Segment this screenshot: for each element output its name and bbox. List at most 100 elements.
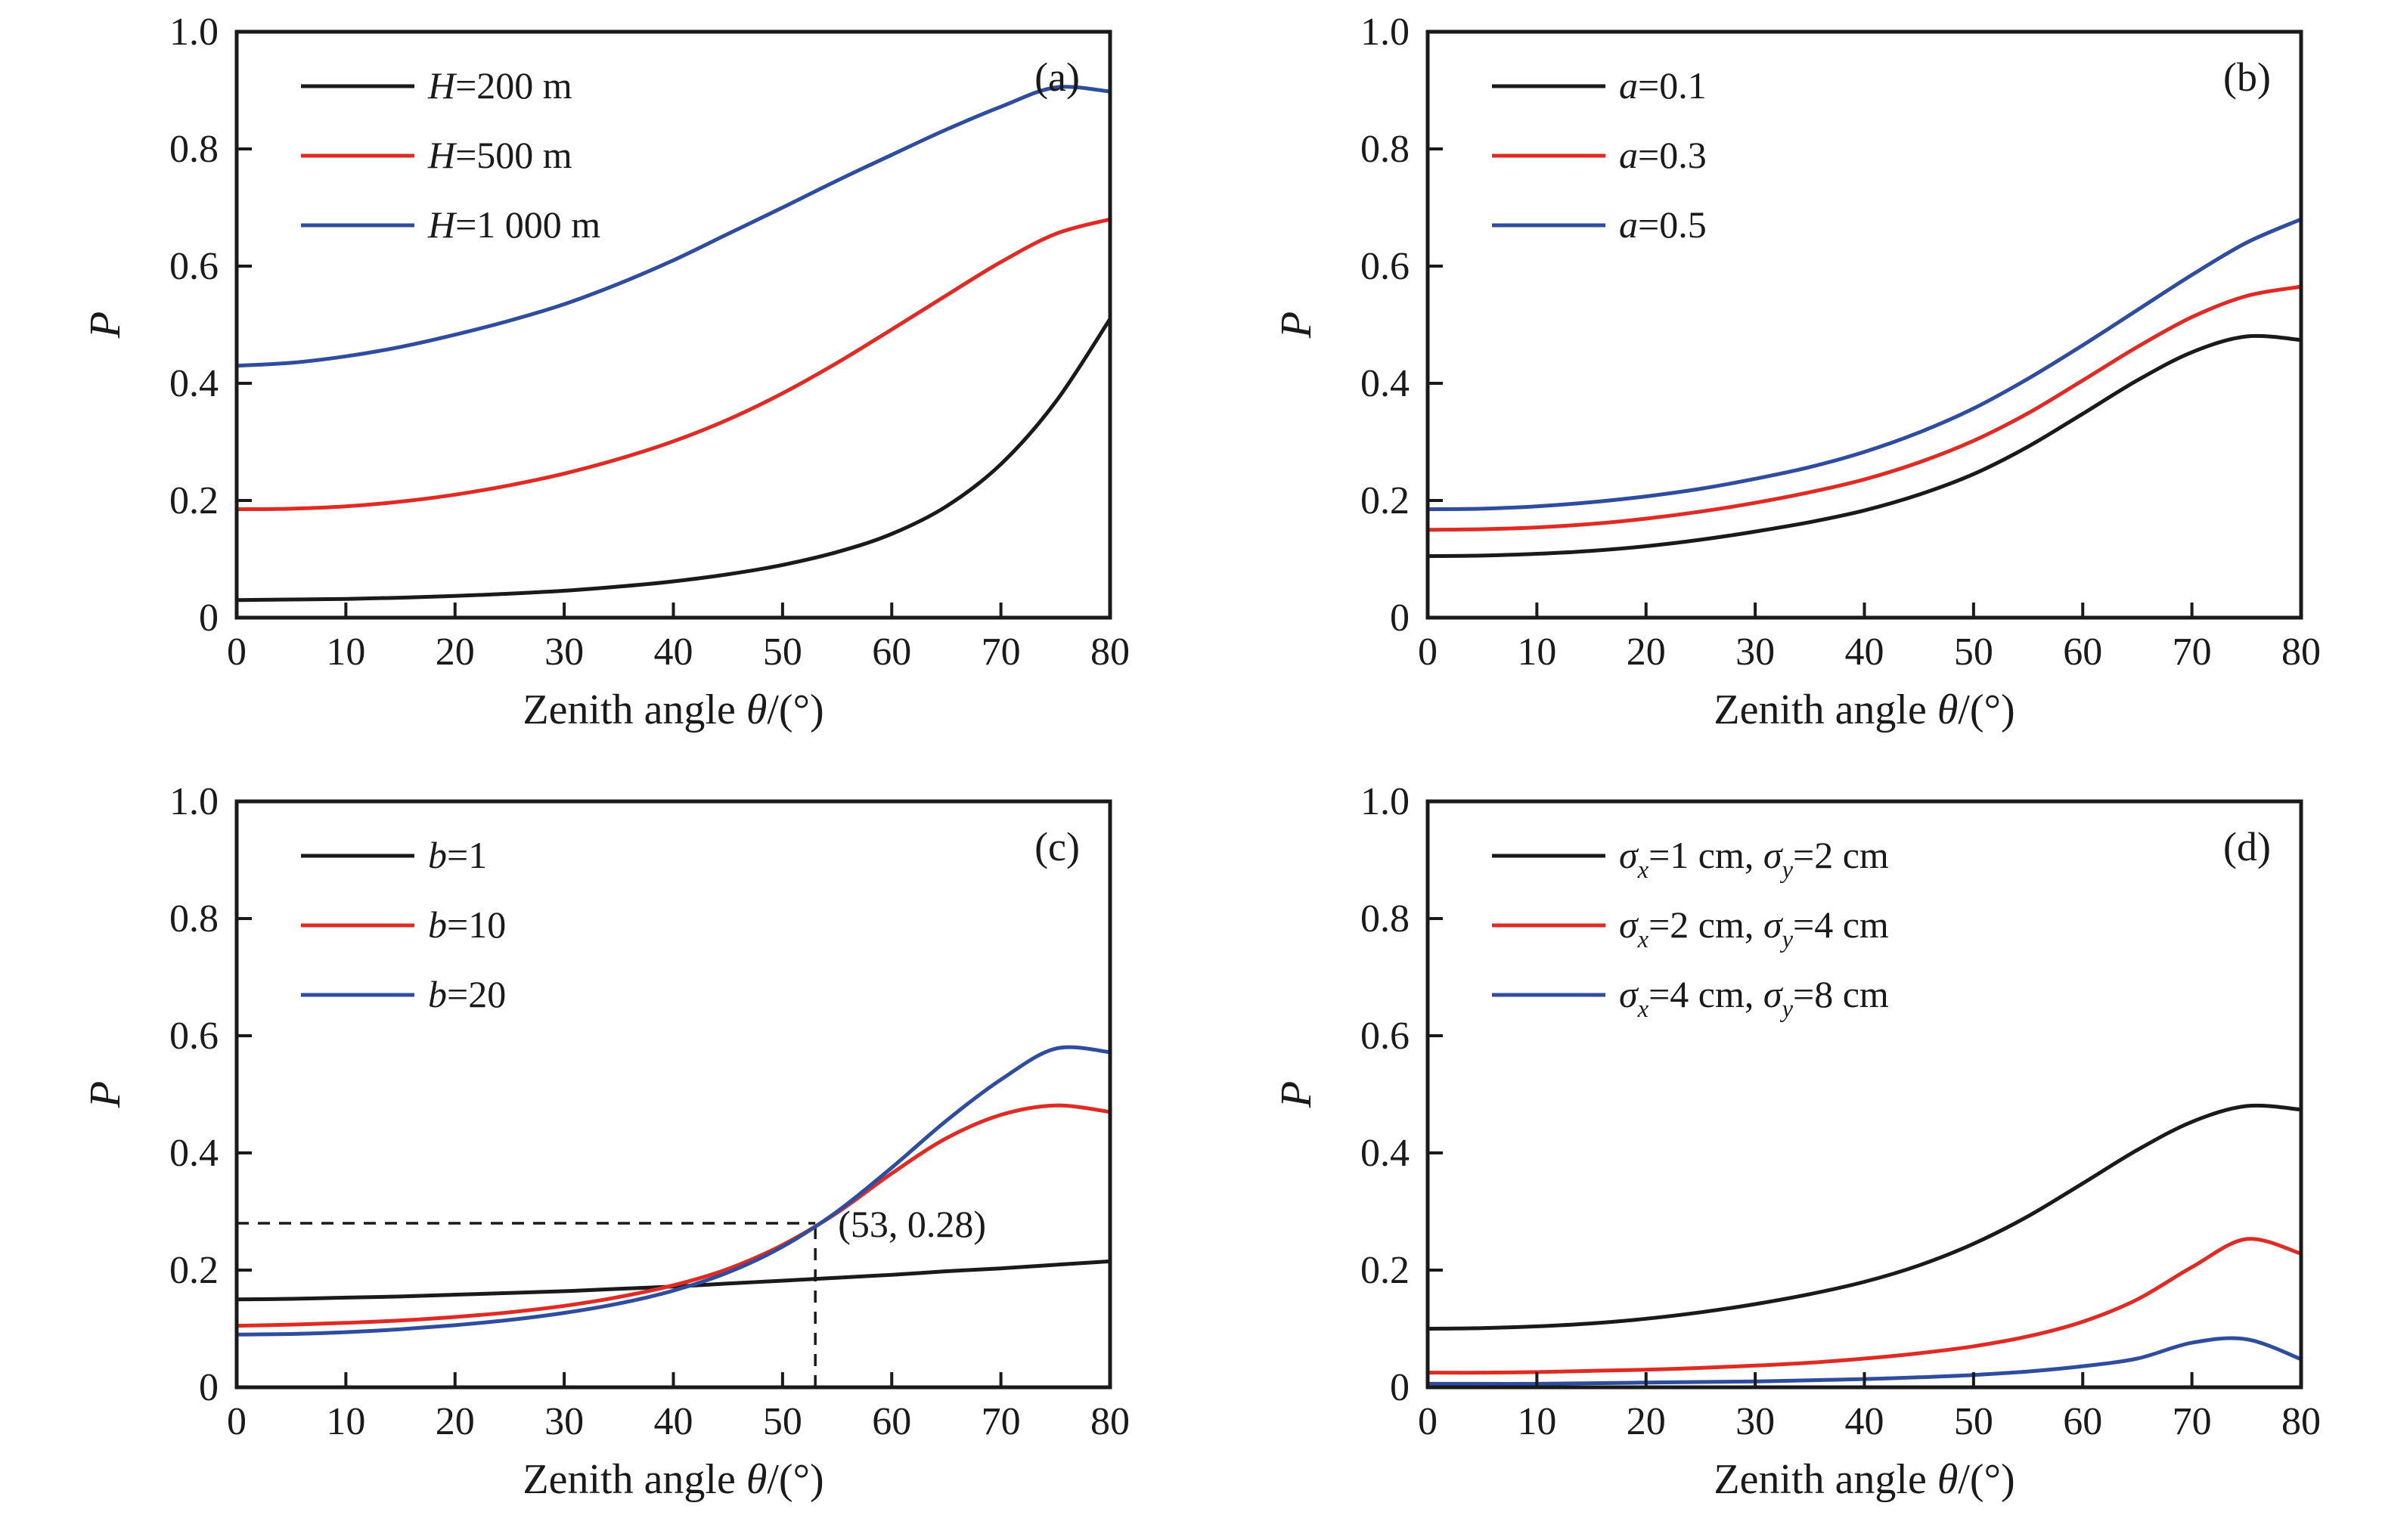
y-tick-label: 0.8 [169, 897, 219, 940]
y-tick-label: 0.2 [169, 479, 219, 522]
x-tick-label: 60 [2063, 631, 2102, 674]
y-tick-label: 1.0 [1360, 11, 1410, 54]
legend-label: H=1 000 m [427, 203, 600, 246]
x-tick-label: 10 [1517, 1400, 1556, 1443]
panel-label: (d) [2223, 824, 2271, 869]
series-line-d-1 [1425, 1237, 2303, 1375]
chart-d: 0 10 20 30 40 50 60 70 80 0 0.2 0.4 0.6 0.8 1.0 Zenith … [1271, 780, 2321, 1503]
x-tick-label: 70 [2172, 1400, 2211, 1443]
axis-title-y: P [80, 1081, 129, 1108]
x-tick-label: 40 [1844, 1400, 1884, 1443]
plot-box [1425, 799, 2303, 1390]
y-tick-label: 0 [199, 596, 219, 640]
x-tick-label: 30 [544, 631, 584, 674]
x-tick-label: 0 [227, 631, 247, 674]
x-tick-label: 0 [227, 1400, 247, 1443]
y-tick-label: 0.2 [1360, 479, 1410, 522]
legend-label: σx=2 cm, σy=4 cm [1619, 903, 1889, 953]
x-tick-label: 60 [872, 1400, 911, 1443]
chart-c: 0 10 20 30 40 50 60 70 80 0 0.2 0.4 0.6 0.8 1.0 Zenith … [80, 780, 1130, 1503]
legend-label: H=200 m [427, 64, 572, 107]
x-tick-label: 20 [1626, 631, 1665, 674]
x-tick-label: 10 [1517, 631, 1556, 674]
x-tick-label: 70 [981, 1400, 1020, 1443]
series-line-b-2 [1425, 217, 2303, 511]
y-tick-label: 0.4 [169, 1132, 219, 1175]
series-line-c-2 [234, 1045, 1112, 1337]
x-tick-label: 0 [1418, 1400, 1438, 1443]
series-line-b-1 [1425, 284, 2303, 532]
axis-title-x: Zenith angle θ/(°) [523, 1456, 823, 1503]
axis-title-x: Zenith angle θ/(°) [523, 686, 823, 733]
x-tick-label: 70 [2172, 631, 2211, 674]
y-tick-label: 1.0 [1360, 780, 1410, 823]
panel-d: 0 10 20 30 40 50 60 70 80 0 0.2 0.4 0.6 0.8 1.0 Zenith … [1191, 770, 2382, 1540]
y-tick-label: 0.8 [169, 128, 219, 171]
x-tick-label: 80 [1090, 1400, 1130, 1443]
y-tick-label: 0.2 [1360, 1249, 1410, 1292]
plot-box [1425, 29, 2303, 620]
series-line-a-1 [234, 217, 1112, 511]
y-tick-label: 0.6 [1360, 1015, 1410, 1058]
series-line-b-0 [1425, 333, 2303, 558]
panel-label: (c) [1034, 824, 1080, 869]
y-tick-label: 0.6 [169, 1015, 219, 1058]
legend-label: a=0.3 [1619, 134, 1707, 176]
y-tick-label: 0.2 [169, 1249, 219, 1292]
y-tick-label: 1.0 [169, 780, 219, 823]
x-tick-label: 60 [872, 631, 911, 674]
y-tick-label: 0 [1390, 1366, 1410, 1409]
y-tick-label: 0.4 [1360, 362, 1410, 405]
y-tick-label: 0.6 [1360, 245, 1410, 288]
x-tick-label: 20 [1626, 1400, 1665, 1443]
legend-label: H=500 m [427, 134, 572, 176]
x-tick-label: 50 [762, 631, 802, 674]
legend-label: a=0.5 [1619, 203, 1707, 246]
legend-label: b=1 [428, 834, 487, 876]
series-line-c-1 [234, 1103, 1112, 1328]
series-line-a-0 [234, 317, 1112, 603]
axis-title-y: P [80, 311, 129, 339]
x-tick-label: 40 [653, 1400, 693, 1443]
x-tick-label: 50 [762, 1400, 802, 1443]
x-tick-label: 30 [1735, 1400, 1775, 1443]
x-tick-label: 30 [1735, 631, 1775, 674]
series-line-a-2 [234, 85, 1112, 368]
panel-label: (b) [2223, 54, 2271, 100]
y-tick-label: 0.6 [169, 245, 219, 288]
y-tick-label: 0.4 [1360, 1132, 1410, 1175]
axis-title-x: Zenith angle θ/(°) [1714, 1456, 2014, 1503]
x-tick-label: 50 [1953, 631, 1993, 674]
panel-b: 0 10 20 30 40 50 60 70 80 0 0.2 0.4 0.6 0.8 1.0 Zenith … [1191, 0, 2382, 770]
y-tick-label: 0.8 [1360, 128, 1410, 171]
x-tick-label: 80 [2281, 631, 2321, 674]
y-tick-label: 0 [199, 1366, 219, 1409]
y-tick-label: 0.8 [1360, 897, 1410, 940]
x-tick-label: 40 [653, 631, 693, 674]
y-tick-label: 0 [1390, 596, 1410, 640]
y-tick-label: 1.0 [169, 11, 219, 54]
x-tick-label: 70 [981, 631, 1020, 674]
x-tick-label: 40 [1844, 631, 1884, 674]
x-tick-label: 50 [1953, 1400, 1993, 1443]
panel-label: (a) [1034, 54, 1080, 100]
series-line-c-0 [234, 1260, 1112, 1302]
annotation-label: (53, 0.28) [838, 1203, 986, 1245]
legend-label: σx=4 cm, σy=8 cm [1619, 973, 1889, 1023]
legend-label: b=20 [428, 973, 506, 1015]
axis-title-x: Zenith angle θ/(°) [1714, 686, 2014, 733]
panel-a: 0 10 20 30 40 50 60 70 80 0 0.2 0.4 0.6 0.8 1.0 Zenith … [0, 0, 1191, 770]
chart-a: 0 10 20 30 40 50 60 70 80 0 0.2 0.4 0.6 0.8 1.0 Zenith … [80, 11, 1130, 733]
chart-b: 0 10 20 30 40 50 60 70 80 0 0.2 0.4 0.6 0.8 1.0 Zenith … [1271, 11, 2321, 733]
x-tick-label: 60 [2063, 1400, 2102, 1443]
x-tick-label: 30 [544, 1400, 584, 1443]
x-tick-label: 80 [1090, 631, 1130, 674]
legend-label: σx=1 cm, σy=2 cm [1619, 834, 1889, 884]
x-tick-label: 20 [435, 1400, 474, 1443]
axis-title-y: P [1271, 311, 1320, 339]
x-tick-label: 20 [435, 631, 474, 674]
x-tick-label: 80 [2281, 1400, 2321, 1443]
plot-box [234, 29, 1112, 620]
x-tick-label: 0 [1418, 631, 1438, 674]
x-tick-label: 10 [326, 1400, 365, 1443]
